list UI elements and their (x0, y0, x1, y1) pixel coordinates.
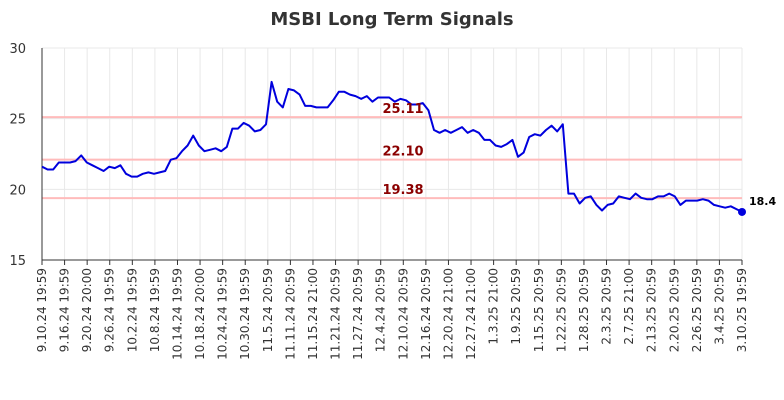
x-tick-label: 12.10.24 20:59 (396, 268, 410, 360)
x-tick-label: 11.5.24 20:59 (261, 268, 275, 352)
signal-level-label: 19.38 (382, 183, 423, 198)
y-tick-label: 20 (9, 183, 26, 198)
y-tick-label: 25 (9, 113, 26, 128)
x-tick-label: 2.7.25 21:00 (622, 268, 636, 345)
signal-level-label: 22.10 (382, 145, 423, 160)
y-tick-label: 30 (9, 42, 26, 57)
signal-level-label: 25.11 (382, 102, 423, 117)
x-tick-label: 1.3.25 21:00 (487, 268, 501, 345)
last-value-label: 18.4 (749, 195, 776, 208)
x-tick-label: 12.16.24 20:59 (419, 268, 433, 360)
x-tick-label: 9.20.24 20:00 (80, 268, 94, 352)
x-tick-label: 9.26.24 19:59 (103, 268, 117, 352)
x-tick-label: 2.26.25 20:59 (690, 268, 704, 352)
x-tick-label: 2.3.25 20:59 (600, 268, 614, 345)
x-tick-label: 11.15.24 21:00 (306, 268, 320, 360)
x-tick-label: 1.22.25 20:59 (554, 268, 568, 352)
y-tick-label: 15 (9, 254, 26, 269)
labels: 25.11 22.10 19.38 18.4 (382, 102, 776, 208)
x-tick-label: 3.4.25 20:59 (712, 268, 726, 345)
x-tick-label: 1.9.25 20:59 (509, 268, 523, 345)
grid (41, 47, 743, 261)
x-tick-label: 12.4.24 20:59 (374, 268, 388, 352)
x-tick-label: 12.20.24 21:00 (441, 268, 455, 360)
x-tick-label: 9.10.24 19:59 (35, 268, 49, 352)
chart-title: MSBI Long Term Signals (270, 9, 513, 30)
x-tick-label: 10.30.24 19:59 (238, 268, 252, 360)
axes: 15 20 25 30 9.10.24 19:59 9.16.24 19:59 9.20.2… (9, 42, 749, 360)
series-line (41, 80, 743, 213)
x-tick-label: 10.2.24 19:59 (125, 268, 139, 352)
x-tick-label: 9.16.24 19:59 (58, 268, 72, 352)
x-tick-label: 2.13.25 20:59 (645, 268, 659, 352)
x-tick-label: 3.10.25 19:59 (735, 268, 749, 352)
x-tick-label: 1.15.25 20:59 (532, 268, 546, 352)
x-tick-label: 11.11.24 20:59 (283, 268, 297, 360)
series (41, 80, 746, 216)
x-tick-label: 11.21.24 20:59 (329, 268, 343, 360)
x-tick-label: 10.8.24 19:59 (148, 268, 162, 352)
last-point-marker (738, 207, 746, 216)
x-tick-label: 10.14.24 19:59 (170, 268, 184, 360)
x-tick-label: 1.28.25 20:59 (577, 268, 591, 352)
x-tick-label: 2.20.25 20:59 (667, 268, 681, 352)
x-tick-label: 12.27.24 21:00 (464, 268, 478, 360)
x-tick-label: 10.18.24 20:00 (193, 268, 207, 360)
x-tick-label: 11.27.24 20:59 (351, 268, 365, 360)
x-tick-label: 10.24.24 19:59 (216, 268, 230, 360)
